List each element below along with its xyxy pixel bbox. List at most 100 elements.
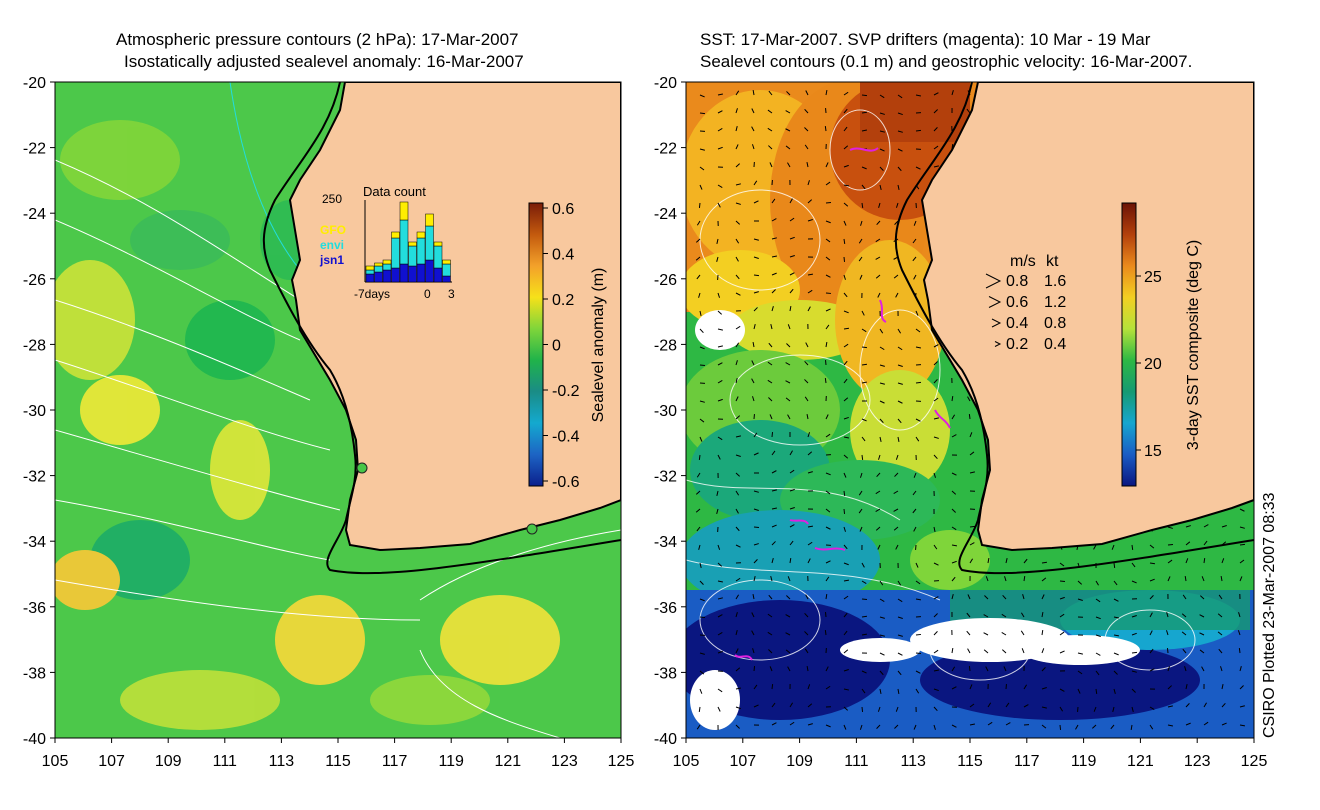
velocity-arrow	[696, 724, 701, 730]
velocity-arrow	[785, 128, 791, 132]
velocity-arrow	[767, 613, 773, 618]
velocity-arrow	[1023, 558, 1028, 564]
velocity-arrow	[771, 558, 774, 564]
velocity-legend-ms: 0.6	[1006, 294, 1028, 311]
velocity-arrow	[1149, 578, 1155, 582]
velocity-legend-arrow-icon	[994, 341, 1002, 347]
velocity-arrow	[951, 724, 957, 728]
velocity-arrow	[1220, 575, 1223, 582]
velocity-arrow	[933, 562, 939, 566]
inset-xlabel-zero: 0	[424, 287, 431, 301]
velocity-arrow	[1077, 652, 1083, 655]
velocity-arrow	[753, 490, 759, 493]
x-tick-label: 111	[844, 753, 868, 770]
inset-xlabel-end: 3	[448, 287, 455, 301]
velocity-arrow	[753, 291, 759, 294]
velocity-arrow	[1181, 613, 1187, 618]
velocity-arrow	[767, 109, 773, 114]
velocity-arrow	[1041, 577, 1047, 582]
velocity-arrow	[769, 666, 773, 672]
velocity-arrow	[789, 305, 792, 312]
velocity-arrow	[915, 633, 922, 636]
velocity-arrow	[861, 598, 868, 601]
velocity-arrow	[843, 630, 848, 636]
velocity-arrow	[804, 612, 809, 618]
velocity-arrow	[735, 544, 741, 548]
velocity-arrow	[915, 94, 921, 97]
velocity-arrow	[843, 256, 846, 263]
velocity-arrow	[804, 144, 809, 150]
velocity-arrow	[1113, 580, 1118, 586]
velocity-arrow	[1020, 630, 1025, 636]
colorbar-tick-label: 20	[1144, 356, 1162, 373]
velocity-arrow	[1131, 651, 1138, 654]
velocity-arrow	[875, 274, 881, 279]
velocity-arrow	[1220, 666, 1223, 672]
x-tick-label: 113	[900, 753, 926, 770]
velocity-arrow	[879, 418, 884, 424]
velocity-arrow	[717, 184, 723, 189]
velocity-arrow	[789, 721, 795, 726]
velocity-arrow	[1239, 559, 1245, 564]
velocity-arrow	[735, 256, 739, 262]
velocity-arrow	[861, 688, 866, 694]
velocity-arrow	[861, 166, 867, 170]
velocity-arrow	[912, 490, 917, 496]
velocity-arrow	[843, 164, 849, 168]
velocity-arrow	[771, 541, 776, 546]
velocity-arrow	[879, 616, 885, 619]
y-tick-label: -24	[654, 206, 677, 223]
velocity-arrow	[752, 594, 755, 600]
velocity-arrow	[771, 198, 776, 204]
velocity-arrow	[1221, 525, 1227, 528]
x-tick-label: 123	[1184, 753, 1211, 770]
velocity-arrow	[951, 526, 957, 531]
velocity-arrow	[913, 220, 917, 226]
x-tick-label: 119	[1071, 753, 1097, 770]
velocity-arrow	[789, 557, 792, 564]
velocity-arrow	[915, 346, 922, 349]
inset-legend-envi: envi	[320, 238, 344, 252]
velocity-arrow	[861, 381, 868, 384]
velocity-arrow	[785, 632, 791, 636]
velocity-arrow	[1221, 722, 1227, 726]
inset-bar-segment	[374, 271, 383, 283]
velocity-arrow	[897, 112, 903, 116]
inset-bar-segment	[442, 259, 451, 265]
velocity-arrow	[895, 454, 899, 460]
velocity-arrow	[804, 108, 809, 114]
velocity-arrow	[897, 616, 903, 619]
velocity-arrow	[789, 288, 794, 294]
velocity-arrow	[879, 688, 882, 694]
inset-bar-segment	[382, 259, 392, 265]
velocity-arrow	[1059, 580, 1066, 583]
velocity-arrow	[1023, 704, 1029, 708]
velocity-arrow	[861, 562, 865, 568]
velocity-arrow	[843, 706, 849, 711]
velocity-arrow	[825, 576, 830, 582]
velocity-arrow	[1167, 526, 1173, 529]
velocity-arrow	[951, 508, 956, 513]
velocity-arrow	[897, 184, 900, 190]
velocity-arrow	[1059, 724, 1062, 731]
colorbar-tick-label: 25	[1144, 269, 1162, 286]
velocity-arrow	[1059, 596, 1065, 600]
velocity-arrow	[699, 400, 705, 403]
velocity-legend-arrow-icon	[991, 318, 1002, 328]
velocity-arrow	[735, 687, 742, 690]
velocity-arrow	[843, 184, 850, 187]
velocity-arrow	[753, 543, 759, 546]
inset-bar-segment	[399, 201, 409, 221]
velocity-legend-header-kt: kt	[1046, 253, 1059, 270]
velocity-arrow	[717, 362, 723, 366]
velocity-arrow	[1239, 526, 1245, 529]
velocity-arrow	[1005, 702, 1010, 708]
velocity-arrow	[933, 109, 938, 114]
velocity-arrow	[787, 414, 791, 420]
velocity-arrow	[1059, 631, 1065, 636]
velocity-arrow	[933, 361, 938, 366]
velocity-arrow	[771, 683, 774, 690]
x-tick-label: 121	[494, 753, 521, 770]
velocity-arrow	[806, 413, 809, 420]
colorbar-tick-label: -0.2	[552, 383, 580, 400]
